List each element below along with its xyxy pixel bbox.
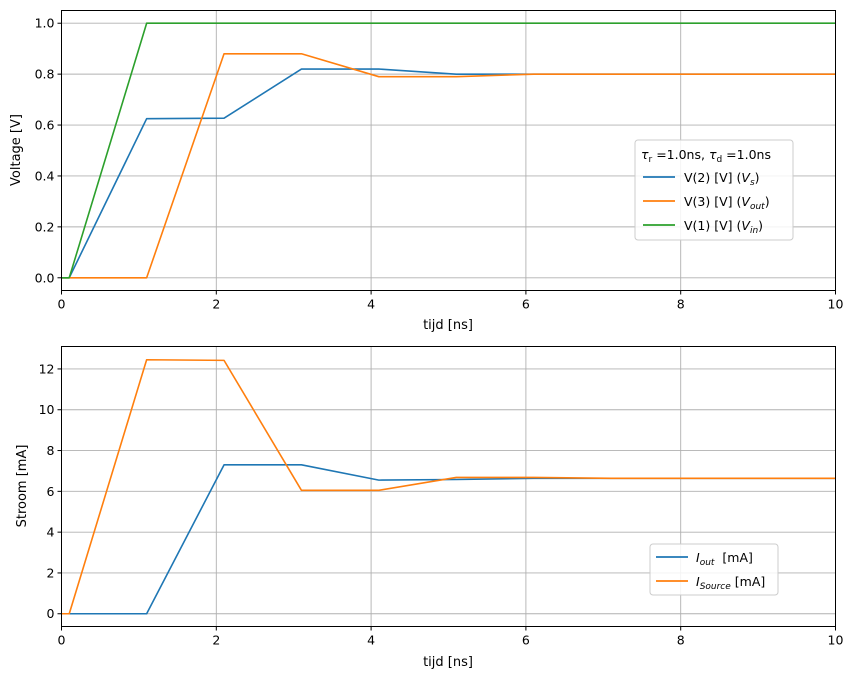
- current-y-tick-label: 8: [47, 443, 55, 458]
- voltage-chart: 0 2 4 6 8 10 0.0 0.2 0.4 0.6 0.8 1.0 tijd [ns] Volt…: [9, 10, 844, 333]
- voltage-y-tick-label: 0.0: [35, 270, 55, 285]
- voltage-plot-frame: [61, 10, 836, 291]
- legend-entry-vout: V(3) [V] (Vout): [684, 194, 770, 212]
- voltage-y-tick-label: 0.4: [35, 168, 55, 183]
- legend-entry-vs: V(2) [V] (Vs): [684, 170, 760, 188]
- current-y-tick-label: 4: [47, 525, 55, 540]
- voltage-series-1-line: [61, 52, 836, 279]
- voltage-legend: τr =1.0ns, τd =1.0ns V(2) [V] (Vs) V(3) …: [634, 139, 794, 241]
- voltage-y-tick-label: 0.8: [35, 67, 55, 82]
- current-x-tick-label: 4: [367, 633, 375, 648]
- voltage-x-tick-label: 6: [522, 297, 530, 312]
- voltage-x-tick-label: 10: [828, 297, 844, 312]
- voltage-legend-box: [634, 139, 794, 241]
- current-y-tick-label: 0: [47, 606, 55, 621]
- voltage-x-tick-label: 2: [212, 297, 220, 312]
- legend-entry-iout: Iout [mA]: [696, 550, 753, 568]
- current-ticks: 0 2 4 6 8 10 0 2 4 6 8 10 12: [39, 361, 844, 647]
- voltage-y-axis-label: Voltage [V]: [9, 114, 24, 186]
- legend-entry-isource: ISource [mA]: [696, 574, 765, 592]
- current-x-tick-label: 0: [58, 633, 66, 648]
- voltage-x-tick-label: 0: [58, 297, 66, 312]
- current-x-tick-label: 8: [677, 633, 685, 648]
- current-plot-frame: [61, 346, 836, 627]
- current-y-tick-label: 6: [47, 484, 55, 499]
- current-y-tick-label: 12: [39, 361, 55, 376]
- voltage-y-tick-label: 0.6: [35, 118, 55, 133]
- current-x-axis-label: tijd [ns]: [423, 655, 473, 670]
- voltage-x-tick-label: 8: [677, 297, 685, 312]
- voltage-legend-title: τr =1.0ns, τd =1.0ns: [641, 147, 771, 165]
- current-y-axis-label: Stroom [mA]: [15, 445, 30, 528]
- current-series-1-line: [61, 358, 836, 615]
- legend-entry-vin: V(1) [V] (Vin): [684, 218, 763, 236]
- current-x-tick-label: 2: [212, 633, 220, 648]
- voltage-x-tick-label: 4: [367, 297, 375, 312]
- current-chart: 0 2 4 6 8 10 0 2 4 6 8 10 12 tijd [ns] Stroom [mA] I…: [15, 346, 844, 670]
- voltage-y-tick-label: 0.2: [35, 219, 55, 234]
- voltage-y-tick-label: 1.0: [35, 16, 55, 31]
- voltage-series-2-line: [61, 22, 836, 279]
- current-x-tick-label: 6: [522, 633, 530, 648]
- voltage-series-lines: [61, 22, 836, 279]
- current-y-tick-label: 10: [39, 402, 55, 417]
- current-x-tick-label: 10: [828, 633, 844, 648]
- current-legend: Iout [mA] ISource [mA]: [649, 543, 779, 596]
- voltage-ticks: 0 2 4 6 8 10 0.0 0.2 0.4 0.6 0.8 1.0: [35, 16, 844, 312]
- current-series-lines: [61, 358, 836, 615]
- current-y-tick-label: 2: [47, 565, 55, 580]
- voltage-x-axis-label: tijd [ns]: [423, 318, 473, 333]
